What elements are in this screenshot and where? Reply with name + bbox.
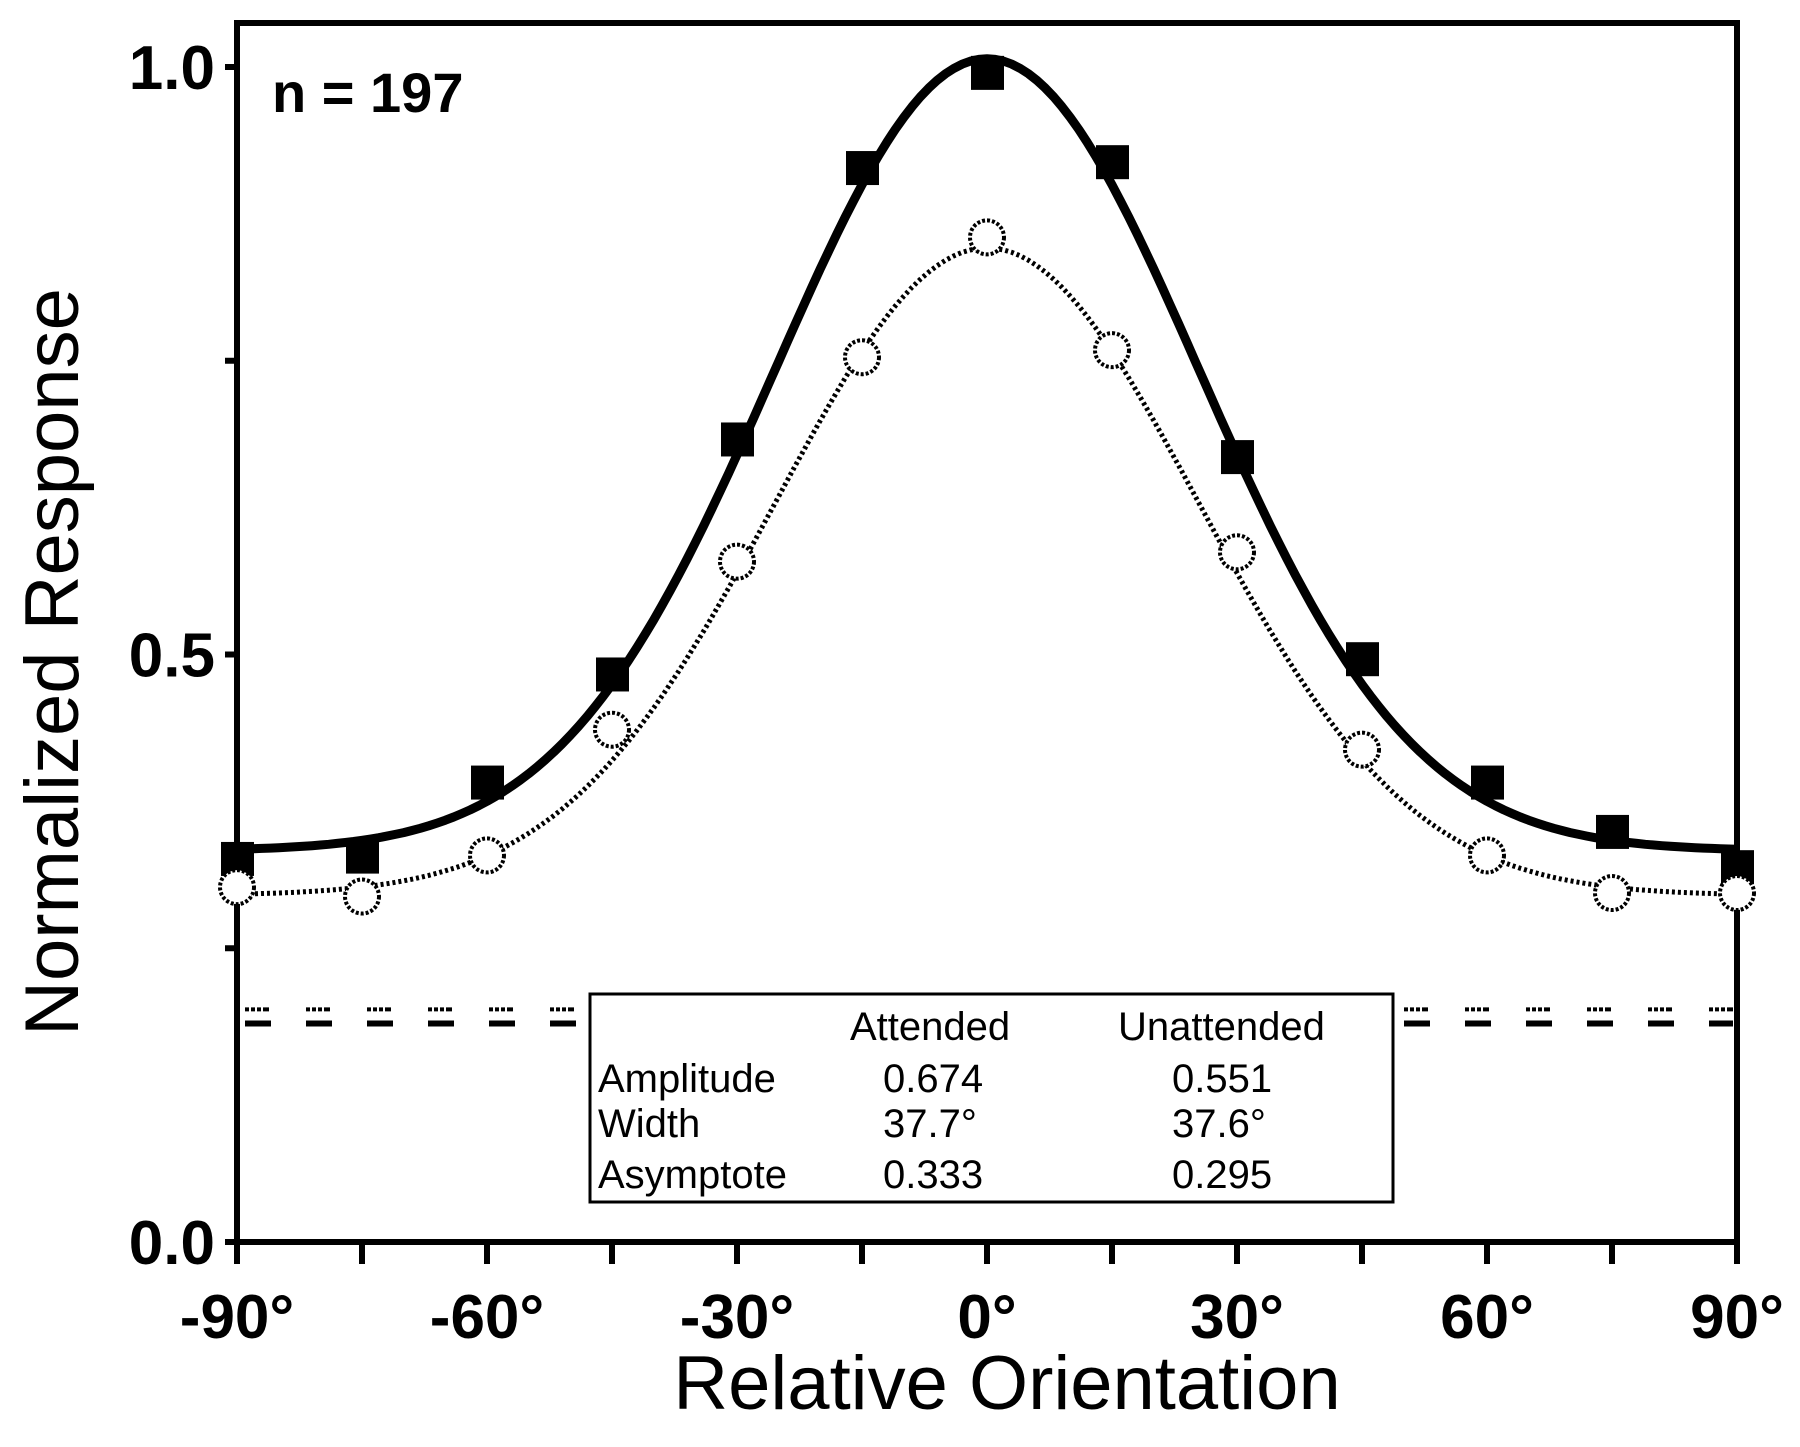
marker-unattended <box>343 877 381 916</box>
curve-attended <box>236 54 1738 854</box>
sample-size-annotation: n = 197 <box>272 61 463 124</box>
y-tick-label: 1.0 <box>129 34 215 103</box>
marker-attended <box>721 422 754 457</box>
x-tick-label: 90° <box>1690 1283 1784 1352</box>
legend-asymptote-attended: 0.333 <box>883 1153 983 1197</box>
marker-unattended <box>1093 331 1131 370</box>
marker-unattended <box>1218 533 1256 572</box>
marker-unattended <box>1468 836 1506 875</box>
data-markers <box>218 55 1756 916</box>
marker-attended <box>846 151 879 186</box>
marker-unattended <box>1593 874 1631 913</box>
marker-attended <box>596 657 629 692</box>
marker-attended <box>1596 814 1629 849</box>
legend-width-attended: 37.7° <box>883 1102 977 1146</box>
curve-unattended <box>236 245 1738 897</box>
marker-unattended <box>1343 730 1381 769</box>
fit-curves <box>236 54 1738 897</box>
y-axis-title: Normalized Response <box>10 288 95 1036</box>
marker-attended <box>1346 642 1379 677</box>
legend-amplitude-unattended: 0.551 <box>1172 1057 1272 1101</box>
x-tick-label: -60° <box>430 1283 544 1352</box>
legend-box <box>588 992 1395 1204</box>
x-axis-ticks: -90° -60° -30° 0° 30° 60° 90° <box>180 1242 1784 1352</box>
marker-attended <box>971 55 1004 90</box>
marker-unattended <box>468 836 506 875</box>
legend-amplitude-attended: 0.674 <box>883 1057 983 1101</box>
legend-row-label-amplitude: Amplitude <box>598 1057 776 1101</box>
marker-unattended <box>593 710 631 749</box>
x-tick-label: 0° <box>957 1283 1016 1352</box>
legend-asymptote-unattended: 0.295 <box>1172 1153 1272 1197</box>
y-tick-label: 0.5 <box>129 622 215 691</box>
marker-unattended <box>968 218 1006 257</box>
legend-row-label-width: Width <box>598 1102 700 1146</box>
marker-attended <box>471 765 504 800</box>
y-axis-ticks: 0.0 0.5 1.0 <box>129 34 237 1278</box>
marker-unattended <box>1718 874 1756 913</box>
x-tick-label: 30° <box>1190 1283 1284 1352</box>
y-tick-label: 0.0 <box>129 1209 215 1278</box>
marker-attended <box>346 839 379 874</box>
marker-unattended <box>843 338 881 377</box>
x-axis-title: Relative Orientation <box>673 1341 1340 1426</box>
x-tick-label: -90° <box>180 1283 294 1352</box>
legend-width-unattended: 37.6° <box>1172 1102 1266 1146</box>
legend-row-label-asymptote: Asymptote <box>598 1153 787 1197</box>
marker-attended <box>1221 440 1254 475</box>
marker-attended <box>1096 145 1129 180</box>
marker-unattended <box>718 542 756 581</box>
marker-unattended <box>218 868 256 907</box>
legend-table: Attended Unattended Amplitude 0.674 0.55… <box>588 992 1395 1204</box>
x-tick-label: 60° <box>1440 1283 1534 1352</box>
legend-header-unattended: Unattended <box>1118 1005 1325 1049</box>
legend-header-attended: Attended <box>850 1005 1010 1049</box>
marker-attended <box>1471 765 1504 800</box>
x-tick-label: -30° <box>680 1283 794 1352</box>
